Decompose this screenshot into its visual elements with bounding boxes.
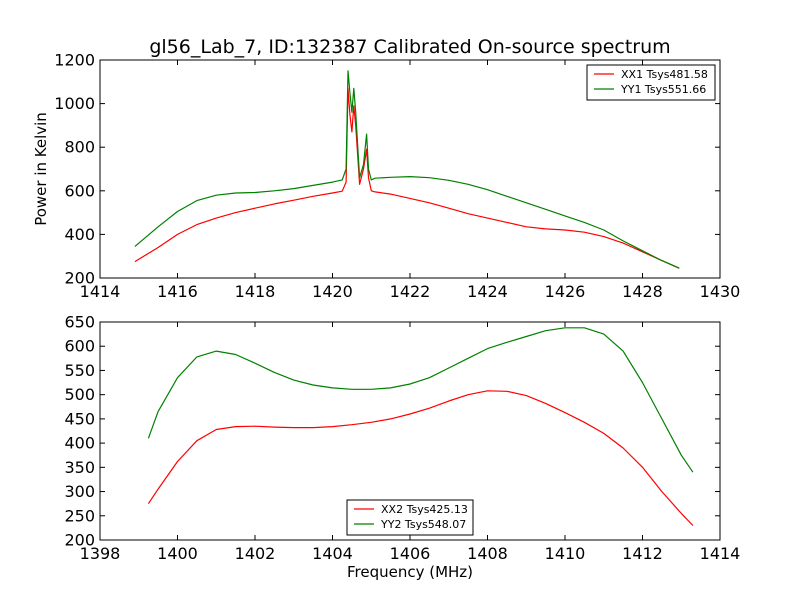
x-tick-label: 1406 bbox=[390, 544, 431, 563]
legend-label: YY2 Tsys548.07 bbox=[380, 518, 466, 531]
y-tick-label: 300 bbox=[64, 482, 95, 501]
top-plot: 1414 1416 1418 1420 1422 1424 1426 1428 1430 200 4… bbox=[54, 51, 740, 302]
x-tick-label: 1430 bbox=[700, 282, 741, 301]
x-tick-label: 1416 bbox=[157, 282, 198, 301]
x-tick-label: 1422 bbox=[390, 282, 431, 301]
y-tick-label: 200 bbox=[64, 269, 95, 288]
series-line-1 bbox=[134, 87, 680, 269]
y-tick-label: 400 bbox=[64, 225, 95, 244]
y-tick-label: 200 bbox=[64, 531, 95, 550]
bottom-x-axis-label: Frequency (MHz) bbox=[347, 563, 473, 581]
y-tick-label: 550 bbox=[64, 361, 95, 380]
x-tick-label: 1402 bbox=[235, 544, 276, 563]
y-tick-label: 650 bbox=[64, 313, 95, 332]
y-tick-label: 350 bbox=[64, 458, 95, 477]
legend: XX1 Tsys481.58 YY1 Tsys551.66 bbox=[586, 64, 716, 101]
legend-box bbox=[346, 499, 474, 536]
x-tick-label: 1426 bbox=[545, 282, 586, 301]
y-tick-label: 600 bbox=[64, 337, 95, 356]
legend: XX2 Tsys425.13 YY2 Tsys548.07 bbox=[346, 499, 474, 536]
y-tick-label: 500 bbox=[64, 385, 95, 404]
legend-label: XX2 Tsys425.13 bbox=[381, 503, 468, 516]
y-tick-label: 800 bbox=[64, 138, 95, 157]
series-line-2 bbox=[134, 70, 680, 269]
x-tick-label: 1418 bbox=[235, 282, 276, 301]
chart-title: gl56_Lab_7, ID:132387 Calibrated On-sour… bbox=[149, 36, 670, 58]
y-tick-label: 1200 bbox=[54, 51, 95, 70]
x-tick-label: 1428 bbox=[622, 282, 663, 301]
legend-box bbox=[586, 64, 716, 101]
x-tick-label: 1414 bbox=[700, 544, 741, 563]
x-tick-label: 1410 bbox=[545, 544, 586, 563]
y-tick-label: 250 bbox=[64, 506, 95, 525]
legend-label: YY1 Tsys551.66 bbox=[620, 83, 706, 96]
y-tick-label: 400 bbox=[64, 434, 95, 453]
series-line-1 bbox=[147, 390, 694, 526]
x-tick-label: 1424 bbox=[467, 282, 508, 301]
legend-label: XX1 Tsys481.58 bbox=[621, 68, 708, 81]
x-tick-label: 1420 bbox=[312, 282, 353, 301]
y-tick-label: 1000 bbox=[54, 94, 95, 113]
x-tick-label: 1408 bbox=[467, 544, 508, 563]
bottom-plot: 1398 1400 1402 1404 1406 1408 1410 1412 1414 200 2… bbox=[64, 313, 740, 564]
top-y-axis-label: Power in Kelvin bbox=[32, 112, 50, 226]
x-tick-label: 1398 bbox=[80, 544, 121, 563]
x-tick-label: 1404 bbox=[312, 544, 353, 563]
y-tick-label: 450 bbox=[64, 409, 95, 428]
x-tick-label: 1414 bbox=[80, 282, 121, 301]
x-tick-label: 1400 bbox=[157, 544, 198, 563]
series-line-2 bbox=[147, 327, 694, 473]
y-tick-label: 600 bbox=[64, 181, 95, 200]
x-tick-label: 1412 bbox=[622, 544, 663, 563]
